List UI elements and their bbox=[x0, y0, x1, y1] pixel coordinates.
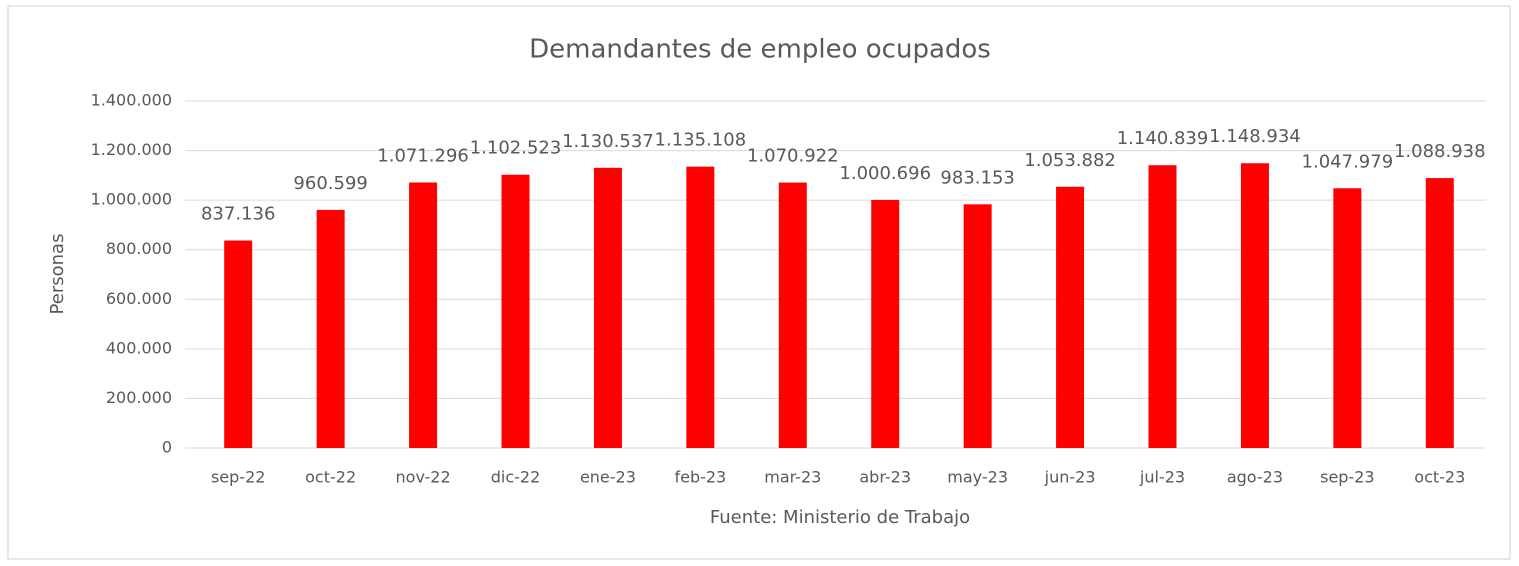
data-label: 1.148.934 bbox=[1209, 126, 1301, 147]
bar bbox=[1425, 178, 1454, 448]
x-tick-label: feb-23 bbox=[674, 468, 726, 487]
x-tick-label: ago-23 bbox=[1227, 468, 1283, 487]
y-tick-label: 200.000 bbox=[106, 388, 172, 407]
bar bbox=[1333, 188, 1362, 448]
y-tick-label: 0 bbox=[162, 438, 172, 457]
data-label: 983.153 bbox=[940, 167, 1014, 188]
x-tick-label: oct-23 bbox=[1414, 468, 1465, 487]
data-label: 1.088.938 bbox=[1394, 141, 1486, 162]
x-tick-label: jul-23 bbox=[1139, 468, 1185, 487]
x-tick-label: oct-22 bbox=[305, 468, 356, 487]
bar bbox=[963, 204, 992, 448]
x-tick-label: sep-22 bbox=[211, 468, 265, 487]
data-label: 837.136 bbox=[201, 204, 275, 225]
y-tick-label: 400.000 bbox=[106, 338, 172, 357]
data-label: 1.140.839 bbox=[1117, 128, 1209, 149]
bar bbox=[224, 240, 253, 448]
x-tick-label: dic-22 bbox=[491, 468, 541, 487]
x-axis-title: Fuente: Ministerio de Trabajo bbox=[710, 507, 970, 528]
data-label: 1.053.882 bbox=[1024, 150, 1116, 171]
y-tick-label: 1.200.000 bbox=[91, 140, 172, 159]
bar bbox=[871, 199, 900, 448]
bar bbox=[686, 166, 715, 448]
y-tick-label: 800.000 bbox=[106, 239, 172, 258]
data-label: 1.102.523 bbox=[470, 138, 562, 159]
data-label: 1.070.922 bbox=[747, 146, 839, 167]
bar bbox=[1240, 163, 1269, 448]
bar bbox=[1148, 165, 1177, 448]
y-tick-label: 1.400.000 bbox=[91, 91, 172, 110]
y-tick-label: 1.000.000 bbox=[91, 190, 172, 209]
x-tick-label: ene-23 bbox=[580, 468, 636, 487]
x-tick-label: abr-23 bbox=[859, 468, 911, 487]
y-axis-title: Personas bbox=[47, 234, 68, 315]
data-label: 1.135.108 bbox=[655, 130, 747, 151]
bar bbox=[409, 182, 438, 449]
bar bbox=[1056, 186, 1085, 448]
data-label: 1.130.537 bbox=[562, 131, 654, 152]
data-label: 1.071.296 bbox=[377, 145, 469, 166]
chart-title: Demandantes de empleo ocupados bbox=[529, 35, 991, 65]
x-tick-label: may-23 bbox=[947, 468, 1008, 487]
data-label: 1.047.979 bbox=[1302, 151, 1394, 172]
bar bbox=[778, 182, 807, 448]
bar bbox=[316, 209, 345, 448]
bar bbox=[501, 174, 530, 448]
x-tick-label: sep-23 bbox=[1320, 468, 1374, 487]
data-label: 1.000.696 bbox=[839, 163, 931, 184]
x-tick-label: jun-23 bbox=[1044, 468, 1096, 487]
y-tick-label: 600.000 bbox=[106, 289, 172, 308]
bar bbox=[593, 167, 622, 448]
data-label: 960.599 bbox=[293, 173, 367, 194]
x-tick-label: mar-23 bbox=[764, 468, 821, 487]
x-tick-label: nov-22 bbox=[396, 468, 451, 487]
